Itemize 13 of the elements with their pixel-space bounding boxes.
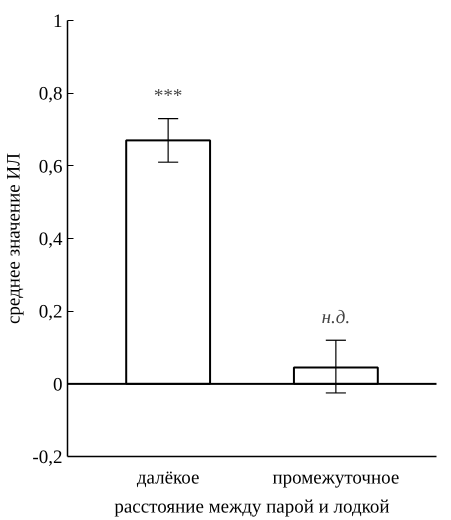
x-tick-label: далёкое [136, 468, 200, 488]
x-tick-label: промежуточное [272, 468, 400, 488]
y-tick-label: 0,6 [38, 156, 62, 178]
y-tick-label: 1 [53, 11, 62, 32]
annotation: н.д. [322, 307, 350, 328]
annotation: *** [154, 86, 182, 107]
y-tick-label: 0,8 [38, 84, 62, 105]
y-axis-title: среднее значение ИЛ [3, 152, 24, 324]
y-tick-label: 0,2 [38, 302, 62, 323]
y-tick-label: -0,2 [32, 447, 62, 468]
x-axis-title: расстояние между парой и лодкой [114, 496, 390, 518]
y-tick-label: 0,4 [38, 229, 63, 250]
y-tick-label: 0 [53, 374, 62, 396]
